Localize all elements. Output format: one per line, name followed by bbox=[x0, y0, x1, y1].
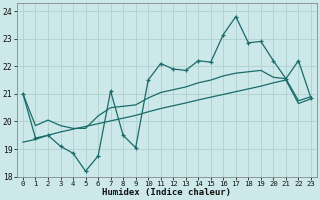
X-axis label: Humidex (Indice chaleur): Humidex (Indice chaleur) bbox=[102, 188, 231, 197]
